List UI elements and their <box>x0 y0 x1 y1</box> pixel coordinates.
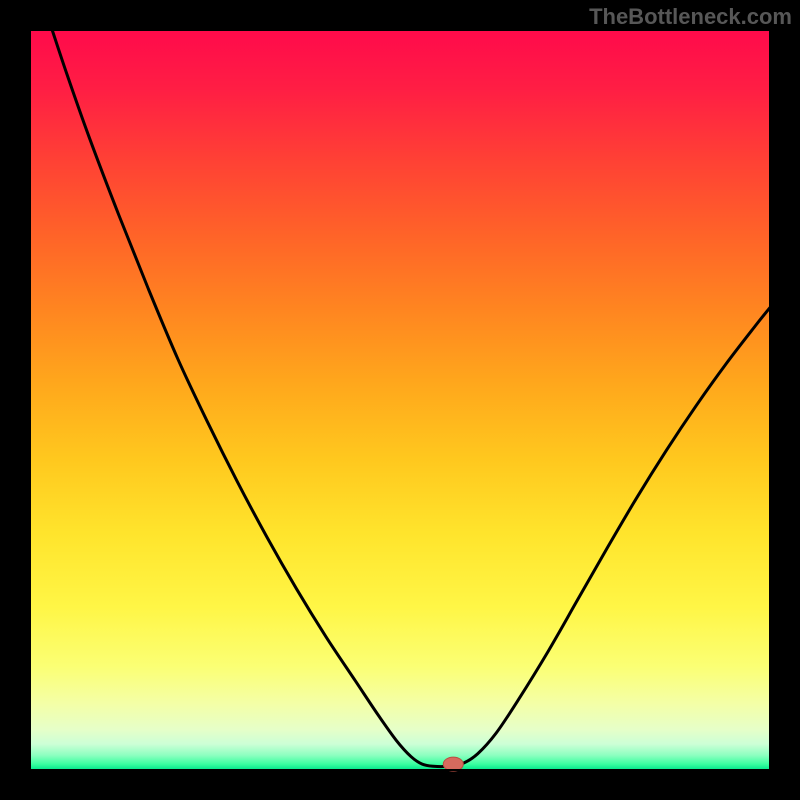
chart-plot-background <box>30 30 770 770</box>
watermark-text: TheBottleneck.com <box>589 4 792 30</box>
optimum-marker <box>443 757 463 771</box>
bottleneck-chart: TheBottleneck.com <box>0 0 800 800</box>
chart-svg <box>0 0 800 800</box>
